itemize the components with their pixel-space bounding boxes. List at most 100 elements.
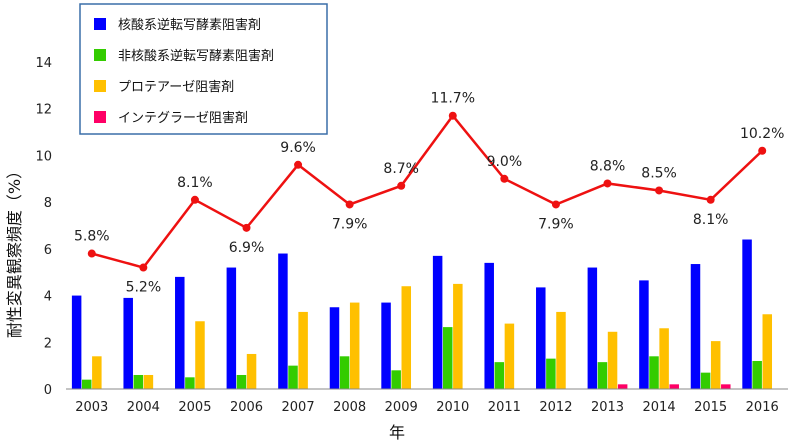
legend: 核酸系逆転写酵素阻害剤非核酸系逆転写酵素阻害剤プロテアーゼ阻害剤インテグラーゼ阻… (79, 3, 328, 135)
bar-3-2013 (607, 331, 618, 389)
bar-1-2016 (742, 239, 752, 389)
bar-4-2015 (721, 384, 731, 389)
total-point (190, 195, 199, 204)
bar-3-2015 (710, 341, 721, 389)
legend-swatch (94, 80, 106, 92)
x-tick-label: 2008 (333, 400, 366, 415)
x-tick-label: 2013 (591, 400, 624, 415)
bar-1-2006 (226, 267, 237, 389)
total-point (603, 179, 612, 188)
total-point (345, 200, 354, 209)
total-data-label: 7.9% (538, 216, 574, 232)
total-point (87, 249, 96, 258)
bar-2-2015 (700, 372, 711, 389)
x-tick-label: 2015 (694, 400, 727, 415)
total-point (551, 200, 560, 209)
bar-3-2010 (453, 283, 463, 389)
bar-2-2007 (288, 365, 298, 389)
y-axis-ticks: 0 2 4 6 8 10 12 14 (35, 56, 52, 398)
total-data-label: 8.5% (641, 165, 677, 181)
bar-2-2014 (649, 356, 659, 389)
legend-box (79, 3, 328, 135)
bars (71, 239, 773, 389)
x-tick-label: 2016 (746, 400, 779, 415)
total-data-label: 8.7% (383, 161, 419, 177)
legend-swatch (94, 18, 106, 30)
total-data-label: 9.6% (280, 140, 316, 156)
x-tick-label: 2009 (385, 400, 418, 415)
bar-2-2004 (133, 374, 144, 389)
bar-1-2007 (278, 253, 288, 389)
bar-1-2012 (536, 287, 546, 389)
total-data-label: 5.8% (74, 229, 110, 245)
total-point (500, 174, 509, 183)
total-data-label: 9.0% (487, 154, 523, 170)
bar-3-2011 (504, 323, 515, 389)
total-line (87, 111, 767, 272)
x-tick-label: 2007 (282, 400, 315, 415)
x-tick-label: 2011 (488, 400, 521, 415)
bar-2-2003 (81, 379, 92, 389)
total-point (706, 195, 715, 204)
bar-3-2016 (762, 314, 773, 389)
legend-label: 核酸系逆転写酵素阻害剤 (118, 17, 261, 33)
total-data-label: 6.9% (229, 240, 265, 256)
bar-3-2004 (143, 374, 154, 389)
total-data-label: 7.9% (332, 216, 368, 232)
bar-3-2009 (401, 286, 412, 389)
bar-2-2008 (339, 356, 350, 389)
bar-1-2008 (329, 307, 340, 389)
x-tick-label: 2010 (436, 400, 469, 415)
total-point (655, 186, 664, 195)
bar-1-2013 (587, 267, 598, 389)
y-tick-label: 12 (35, 103, 52, 118)
bar-3-2012 (556, 311, 566, 389)
total-point (294, 160, 303, 169)
bar-3-2003 (92, 356, 102, 389)
y-axis-title: 耐性変異観察頻度（%） (5, 163, 24, 338)
total-data-label: 10.2% (740, 126, 784, 142)
y-tick-label: 14 (35, 56, 52, 71)
y-tick-label: 8 (44, 196, 52, 211)
legend-swatch (94, 49, 106, 61)
total-data-label: 8.8% (590, 158, 626, 174)
y-tick-label: 6 (44, 243, 52, 258)
x-tick-label: 2005 (178, 400, 211, 415)
total-point (397, 181, 406, 190)
x-tick-label: 2003 (75, 400, 108, 415)
bar-2-2016 (752, 360, 762, 389)
total-point (448, 111, 457, 120)
bar-1-2015 (690, 264, 701, 389)
bar-1-2011 (484, 262, 494, 389)
total-point (139, 263, 148, 272)
x-axis-title: 年 (389, 423, 405, 442)
bar-1-2009 (381, 302, 391, 389)
y-tick-label: 10 (35, 149, 52, 164)
total-point (758, 146, 767, 155)
y-tick-label: 0 (44, 383, 52, 398)
total-data-label: 5.2% (126, 280, 162, 296)
bar-2-2005 (185, 377, 195, 389)
bar-3-2008 (349, 302, 360, 389)
total-data-label: 8.1% (177, 175, 213, 191)
bar-1-2003 (71, 295, 82, 389)
bar-3-2014 (659, 328, 669, 389)
x-tick-label: 2012 (539, 400, 572, 415)
data-labels: 5.8% 5.2% 8.1% 6.9% 9.6% 7.9% 8.7% 11.7% 9.0% 7.9… (74, 91, 784, 296)
bar-1-2014 (639, 280, 649, 389)
bar-4-2013 (617, 384, 628, 389)
legend-label: 非核酸系逆転写酵素阻害剤 (118, 48, 274, 64)
bar-2-2013 (597, 362, 608, 389)
bar-1-2005 (175, 276, 185, 389)
bar-3-2007 (298, 311, 308, 389)
total-data-label: 8.1% (693, 212, 729, 228)
bar-3-2006 (246, 353, 257, 389)
y-tick-label: 4 (44, 290, 52, 305)
bar-2-2011 (494, 362, 505, 389)
total-data-label: 11.7% (431, 91, 475, 107)
bar-4-2014 (669, 384, 679, 389)
bar-1-2004 (123, 297, 133, 389)
total-line-path (91, 113, 764, 269)
x-axis-ticks: 2003 2004 2005 2006 2007 2008 2009 2010 2011 2012… (75, 400, 779, 415)
